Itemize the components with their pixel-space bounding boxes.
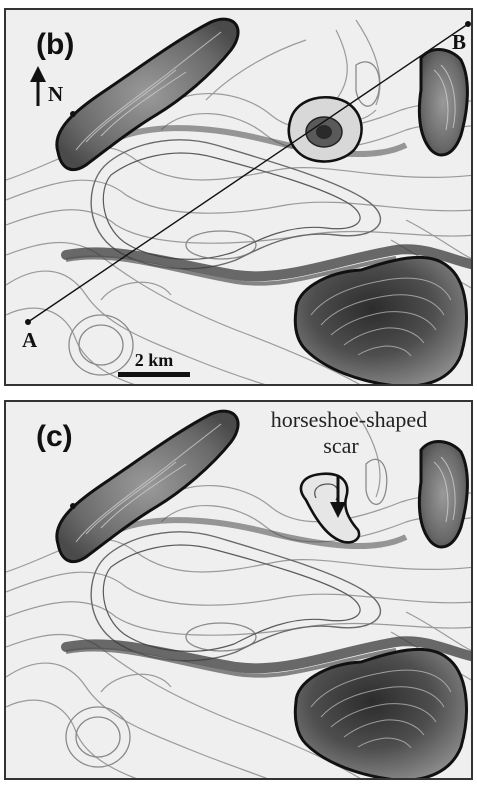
annotation-line1: horseshoe-shaped [270,407,428,432]
terrain-map-c [6,409,471,778]
panel-letter-c: (c) [36,420,73,453]
scale-bar [118,372,190,377]
annotation-line2: scar [323,433,359,458]
crater-contours [310,277,452,357]
point-a-label: A [22,328,38,352]
trough-band [61,636,471,674]
se-crater [293,647,468,778]
point-b-label: B [452,30,467,54]
scale-label: 2 km [134,350,174,370]
north-arrow-icon [30,66,46,106]
nw-ridge [55,17,240,171]
profile-line [27,23,469,323]
ne-ridge [417,440,469,549]
terrain-map-b [6,17,471,384]
north-label: N [48,82,64,106]
crater-contours [310,669,452,749]
se-crater [293,255,468,384]
contour-rings [65,458,388,768]
nw-ridge [55,409,240,563]
map-panel-c: (c) horseshoe-shaped scar [4,400,473,780]
panel-letter-b: (b) [36,28,75,61]
scale-bar-icon: 2 km [118,350,190,377]
trough-band [61,244,471,282]
pointer-arrow-icon [330,476,346,518]
ne-ridge [417,48,469,157]
map-panel-b: (b) N A B 2 km [4,8,473,386]
